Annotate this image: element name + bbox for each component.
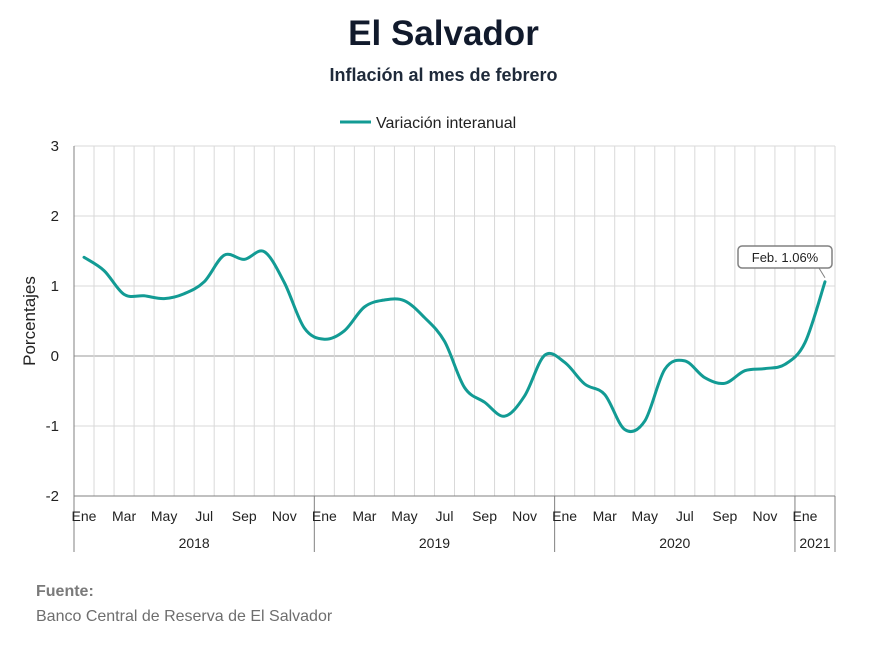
y-tick-label: -1 <box>46 418 59 435</box>
axes <box>73 146 836 552</box>
y-tick-label: 0 <box>51 348 59 365</box>
x-tick-label: Sep <box>712 508 737 524</box>
x-tick-label: Nov <box>512 508 537 524</box>
year-label: 2021 <box>799 535 830 551</box>
tick-labels: 3 2 1 0 -1 -2 Ene Mar May Jul Sep Nov Ene Mar May Jul Se… <box>20 138 831 551</box>
y-tick-label: 1 <box>51 278 59 295</box>
y-axis-title: Porcentajes <box>20 276 39 366</box>
source-label: Fuente: <box>36 583 94 600</box>
annotations: Feb. 1.06% <box>737 245 833 279</box>
annotation-label: Feb. 1.06% <box>752 250 819 265</box>
y-tick-label: -2 <box>46 488 59 505</box>
series-line-variacion-interanual <box>82 249 827 433</box>
x-tick-label: Sep <box>232 508 257 524</box>
x-tick-label: Mar <box>593 508 617 524</box>
chart-title: El Salvador <box>348 14 539 53</box>
year-label: 2019 <box>419 535 450 551</box>
x-tick-label: Ene <box>552 508 577 524</box>
x-tick-label: Mar <box>112 508 136 524</box>
x-tick-label: Ene <box>72 508 97 524</box>
x-tick-label: Jul <box>436 508 454 524</box>
x-tick-label: May <box>632 508 658 524</box>
x-tick-label: Jul <box>195 508 213 524</box>
y-tick-label: 2 <box>51 208 59 225</box>
x-tick-label: Nov <box>272 508 297 524</box>
x-tick-label: May <box>391 508 417 524</box>
legend-label: Variación interanual <box>376 115 516 132</box>
series-lines <box>82 249 827 433</box>
x-tick-label: Nov <box>752 508 777 524</box>
x-tick-label: May <box>151 508 177 524</box>
annotation-box <box>737 245 833 269</box>
x-tick-label: Sep <box>472 508 497 524</box>
gridlines <box>73 145 836 497</box>
x-tick-label: Ene <box>792 508 817 524</box>
annotation-leader <box>818 267 826 279</box>
year-label: 2018 <box>179 535 210 551</box>
legend: Variación interanual <box>340 115 516 132</box>
chart-subtitle: Inflación al mes de febrero <box>329 65 558 85</box>
x-tick-label: Jul <box>676 508 694 524</box>
source-text: Banco Central de Reserva de El Salvador <box>36 608 333 625</box>
y-tick-label: 3 <box>51 138 59 155</box>
year-label: 2020 <box>659 535 690 551</box>
x-tick-label: Mar <box>352 508 376 524</box>
x-tick-label: Ene <box>312 508 337 524</box>
